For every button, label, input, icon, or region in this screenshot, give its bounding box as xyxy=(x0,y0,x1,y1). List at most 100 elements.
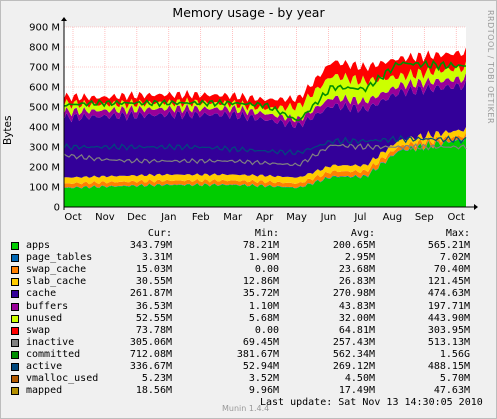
last-update: Last update: Sat Nov 13 14:30:05 2010 xyxy=(260,397,483,408)
legend-avg-value: 200.65M xyxy=(332,240,375,251)
legend-swatch xyxy=(11,242,19,250)
legend-header-cur: Cur: xyxy=(147,228,172,239)
legend-max-value: 565.21M xyxy=(427,240,470,251)
x-tick-label: Dec xyxy=(127,212,146,223)
legend-max-value: 121.45M xyxy=(427,276,470,288)
legend-avg-value: 23.68M xyxy=(338,264,375,276)
legend-label: swap_cache xyxy=(26,264,87,276)
legend-max-value: 513.13M xyxy=(427,336,470,348)
y-tick-label: 800 M xyxy=(29,43,60,54)
legend-min-value: 1.10M xyxy=(248,300,279,312)
legend-cur-value: 712.08M xyxy=(129,348,172,360)
legend-label: slab_cache xyxy=(26,276,87,288)
y-tick-label: 900 M xyxy=(29,23,60,34)
legend-swatch xyxy=(11,302,19,311)
legend-max-value: 474.63M xyxy=(427,288,470,300)
x-tick-label: May xyxy=(286,212,307,223)
legend-label: apps xyxy=(26,240,51,251)
legend-max-value: 7.02M xyxy=(439,252,470,264)
legend-swatch xyxy=(11,375,19,384)
legend-swatch xyxy=(11,326,19,335)
legend-max-value: 197.71M xyxy=(427,300,470,312)
legend-min-value: 12.86M xyxy=(242,276,279,288)
legend-label: committed xyxy=(26,348,81,360)
y-axis-arrow xyxy=(61,17,67,21)
x-tick-label: Apr xyxy=(256,212,274,223)
x-tick-label: Jun xyxy=(320,212,337,223)
legend-avg-value: 270.98M xyxy=(332,288,375,300)
legend-cur-value: 52.55M xyxy=(135,312,172,324)
x-tick-label: Oct xyxy=(64,212,81,223)
line-committed xyxy=(63,59,467,122)
legend-max-value: 47.63M xyxy=(433,385,470,397)
area-cache xyxy=(64,79,466,178)
legend-min-value: 1.90M xyxy=(248,252,279,264)
legend-min-value: 78.21M xyxy=(242,240,279,251)
legend-cur-value: 30.55M xyxy=(135,276,172,288)
x-tick-label: Sep xyxy=(415,212,434,223)
x-tick-label: Nov xyxy=(95,212,115,223)
y-tick-label: 400 M xyxy=(29,123,60,134)
legend-swatch xyxy=(11,314,19,323)
x-axis-arrow xyxy=(474,204,478,210)
legend-cur-value: 18.56M xyxy=(135,385,172,397)
legend-avg-value: 2.95M xyxy=(344,252,375,264)
legend-cur-value: 73.78M xyxy=(135,324,172,336)
legend-avg-value: 17.49M xyxy=(338,385,375,397)
legend-min-value: 69.45M xyxy=(242,336,279,348)
y-tick-label: 200 M xyxy=(29,163,60,174)
y-tick-label: 500 M xyxy=(29,103,60,114)
legend-min-value: 9.96M xyxy=(248,385,279,397)
legend-swatch xyxy=(11,350,19,359)
x-tick-label: Jul xyxy=(353,212,366,223)
legend-label: inactive xyxy=(26,336,75,348)
legend-label: buffers xyxy=(26,300,69,312)
x-tick-label: Feb xyxy=(192,212,210,223)
y-tick-label: 300 M xyxy=(29,143,60,154)
munin-version: Munin 1.4.4 xyxy=(222,404,270,413)
legend-header-max: Max: xyxy=(445,228,470,239)
legend-avg-value: 43.83M xyxy=(338,300,375,312)
legend-cur-value: 3.31M xyxy=(141,252,172,264)
area-unused xyxy=(64,61,466,123)
legend-header-min: Min: xyxy=(254,228,279,239)
legend-avg-value: 4.50M xyxy=(344,373,375,385)
legend-cur-value: 36.53M xyxy=(135,300,172,312)
legend-header-avg: Avg: xyxy=(350,228,375,239)
area-slab-cache xyxy=(64,127,466,185)
legend-label: page_tables xyxy=(26,252,93,264)
y-tick-label: 0 xyxy=(54,203,60,214)
legend-swatch xyxy=(11,278,19,287)
area-apps xyxy=(64,136,466,207)
legend-cur-value: 305.06M xyxy=(129,336,172,348)
legend-avg-value: 562.34M xyxy=(332,348,375,360)
legend-min-value: 0.00 xyxy=(254,324,279,336)
line-inactive xyxy=(63,143,467,167)
line-active xyxy=(63,134,467,156)
legend-max-value: 488.15M xyxy=(427,361,470,372)
x-tick-label: Jan xyxy=(160,212,176,223)
legend-max-value: 5.70M xyxy=(439,373,470,385)
legend-label: mapped xyxy=(26,385,63,397)
legend-label: vmalloc_used xyxy=(26,373,99,385)
legend-min-value: 381.67M xyxy=(236,348,279,360)
legend-min-value: 0.00 xyxy=(254,264,279,276)
legend-avg-value: 269.12M xyxy=(332,361,375,372)
legend-swatch xyxy=(11,290,19,299)
legend-label: unused xyxy=(26,312,63,324)
legend-cur-value: 343.79M xyxy=(129,240,172,251)
legend-cur-value: 5.23M xyxy=(141,373,172,385)
area-page-tables xyxy=(64,135,466,189)
legend-max-value: 1.56G xyxy=(439,348,470,360)
area-buffers xyxy=(64,72,466,129)
y-tick-label: 100 M xyxy=(29,183,60,194)
legend-cur-value: 336.67M xyxy=(129,361,172,372)
y-tick-label: 700 M xyxy=(29,63,60,74)
area-swap xyxy=(64,47,466,112)
legend-label: active xyxy=(26,361,63,372)
legend-label: swap xyxy=(26,324,51,336)
x-tick-label: Mar xyxy=(223,212,243,223)
legend-avg-value: 257.43M xyxy=(332,336,375,348)
legend-swatch xyxy=(11,363,19,371)
